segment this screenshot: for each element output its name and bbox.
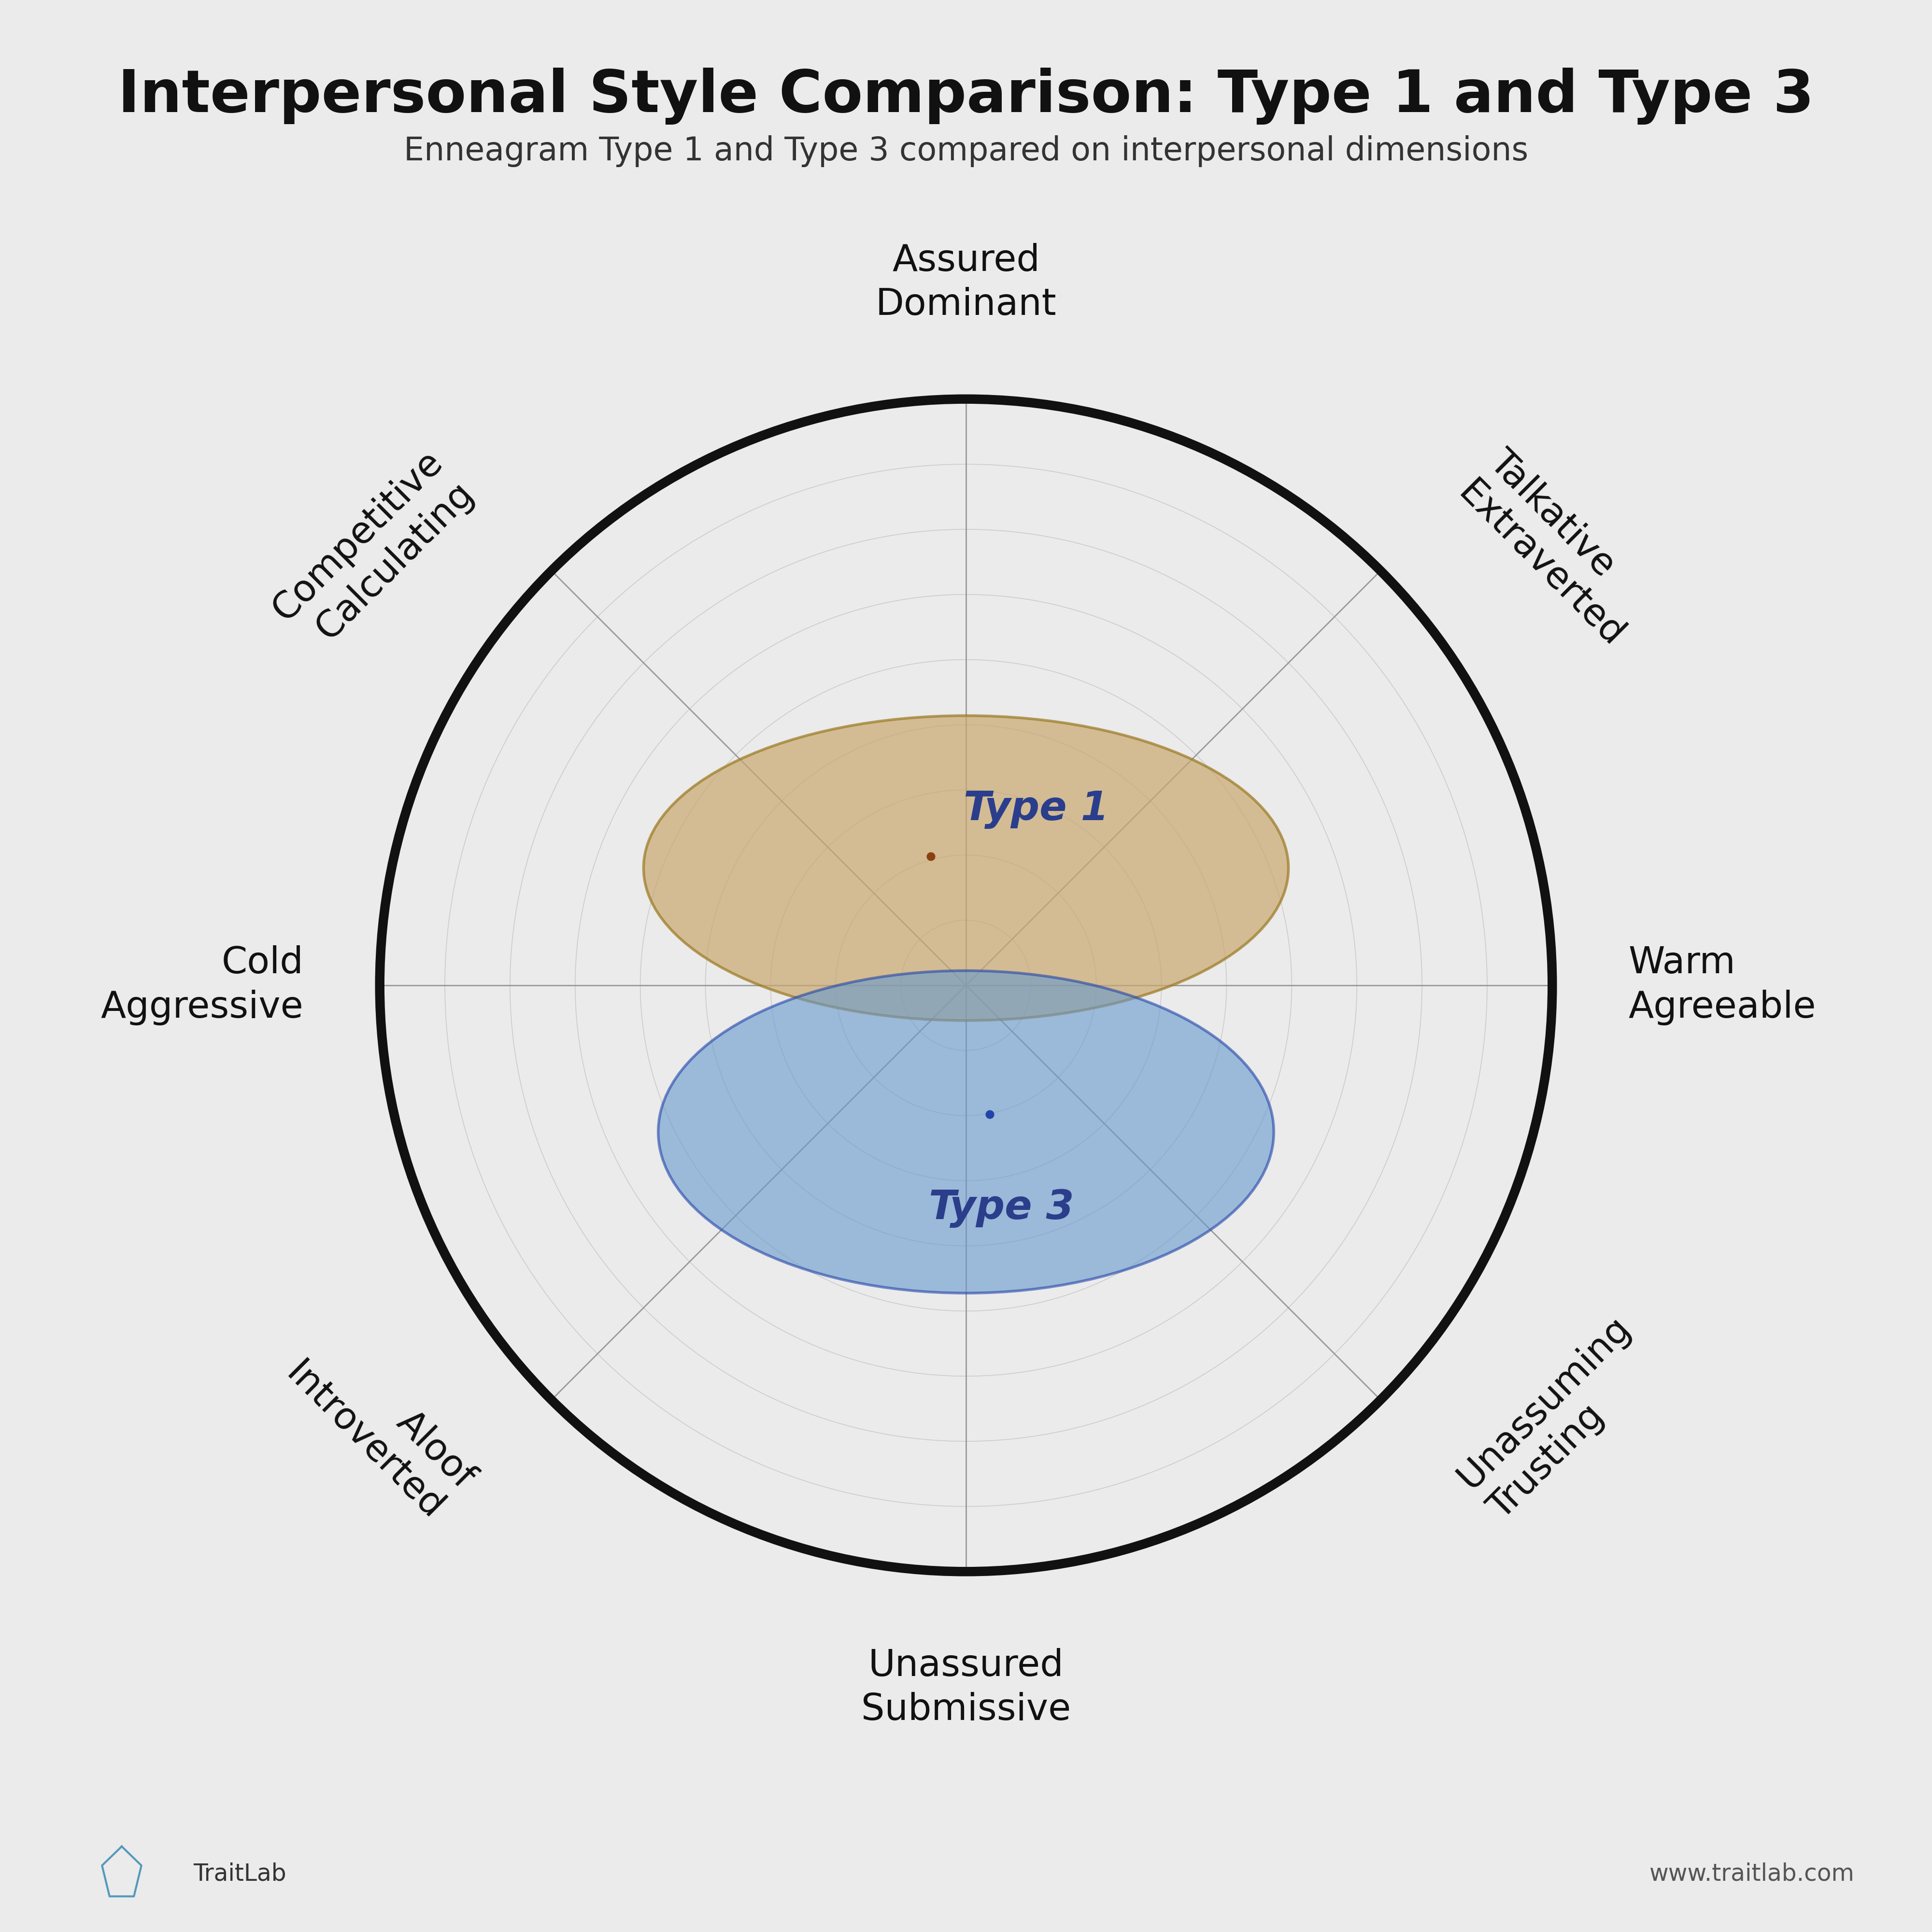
Text: Interpersonal Style Comparison: Type 1 and Type 3: Interpersonal Style Comparison: Type 1 a… xyxy=(118,68,1814,124)
Text: Unassuming
Trusting: Unassuming Trusting xyxy=(1451,1310,1669,1526)
Text: Enneagram Type 1 and Type 3 compared on interpersonal dimensions: Enneagram Type 1 and Type 3 compared on … xyxy=(404,135,1528,168)
Ellipse shape xyxy=(643,715,1289,1020)
Text: Warm
Agreeable: Warm Agreeable xyxy=(1629,945,1816,1026)
Text: Type 1: Type 1 xyxy=(964,790,1109,829)
Text: Talkative
Extraverted: Talkative Extraverted xyxy=(1451,444,1662,655)
Text: Type 3: Type 3 xyxy=(929,1188,1074,1227)
Text: Cold
Aggressive: Cold Aggressive xyxy=(100,945,303,1026)
Text: www.traitlab.com: www.traitlab.com xyxy=(1650,1862,1855,1886)
Text: Unassured
Submissive: Unassured Submissive xyxy=(862,1648,1070,1727)
Text: TraitLab: TraitLab xyxy=(193,1862,286,1886)
Text: Aloof
Introverted: Aloof Introverted xyxy=(278,1325,481,1526)
Text: Assured
Dominant: Assured Dominant xyxy=(875,243,1057,323)
Ellipse shape xyxy=(659,970,1273,1293)
Text: Competitive
Calculating: Competitive Calculating xyxy=(267,444,481,659)
